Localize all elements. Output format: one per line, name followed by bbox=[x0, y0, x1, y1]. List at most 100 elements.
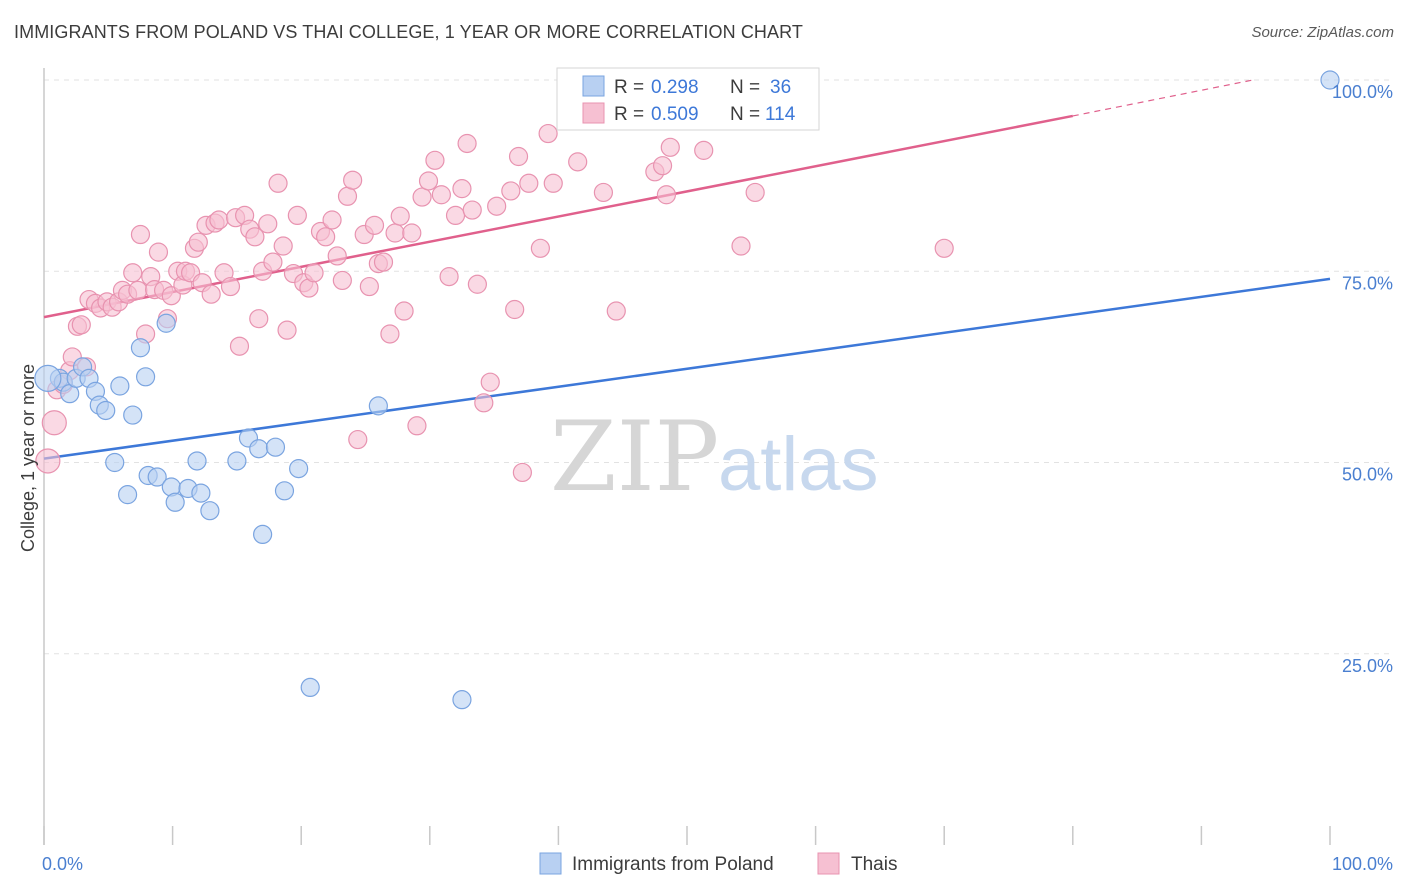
point-poland bbox=[34, 364, 62, 392]
point-thais bbox=[457, 133, 477, 154]
point-thais bbox=[322, 210, 342, 230]
point-thais bbox=[407, 416, 427, 436]
correlation-legend: R = 0.298 N = 36 R = 0.509 N = 114 bbox=[556, 67, 820, 131]
point-thais bbox=[593, 182, 614, 203]
point-thais bbox=[467, 274, 487, 294]
series-legend-label-poland: Immigrants from Poland bbox=[572, 854, 774, 875]
point-thais bbox=[273, 236, 293, 256]
point-thais bbox=[694, 140, 714, 160]
point-thais bbox=[501, 181, 521, 201]
point-thais bbox=[364, 215, 385, 235]
point-poland bbox=[191, 483, 211, 503]
point-thais bbox=[316, 227, 336, 247]
legend-n-label-1: N = bbox=[730, 77, 760, 98]
point-thais bbox=[480, 372, 500, 392]
point-poland bbox=[187, 451, 207, 471]
point-thais bbox=[390, 206, 410, 226]
point-thais bbox=[263, 252, 283, 272]
point-thais bbox=[439, 267, 459, 287]
x-tick-label: 100.0% bbox=[1332, 854, 1393, 874]
point-thais bbox=[538, 123, 558, 144]
point-poland bbox=[135, 367, 156, 387]
legend-r-label-2: R = bbox=[614, 104, 644, 125]
point-poland bbox=[249, 439, 269, 459]
watermark-atlas: atlas bbox=[718, 422, 879, 507]
point-thais bbox=[487, 196, 507, 216]
point-thais bbox=[934, 238, 954, 258]
point-thais bbox=[188, 232, 208, 252]
legend-n-label-2: N = bbox=[730, 104, 760, 125]
point-poland bbox=[265, 437, 286, 457]
series-legend-swatch-thais bbox=[817, 852, 840, 875]
series-legend: Immigrants from Poland Thais bbox=[539, 852, 897, 875]
source-credit: Source: ZipAtlas.com bbox=[1251, 24, 1394, 41]
legend-r-value-1: 0.298 bbox=[651, 77, 699, 98]
point-poland bbox=[227, 451, 247, 471]
point-thais bbox=[287, 205, 307, 226]
point-thais bbox=[508, 146, 529, 167]
point-poland bbox=[147, 467, 167, 487]
point-thais bbox=[445, 205, 466, 226]
legend-swatch-thais bbox=[582, 102, 605, 124]
point-poland bbox=[110, 376, 130, 396]
point-poland bbox=[123, 405, 143, 425]
point-thais bbox=[745, 182, 765, 203]
point-thais bbox=[380, 324, 400, 344]
point-thais bbox=[731, 236, 751, 256]
point-thais bbox=[568, 152, 588, 172]
y-axis-title-group: College, 1 year or more bbox=[18, 364, 38, 552]
point-thais bbox=[530, 238, 550, 258]
y-tick-label: 50.0% bbox=[1342, 465, 1393, 485]
point-thais bbox=[385, 223, 405, 243]
series-legend-swatch-poland bbox=[539, 852, 562, 875]
point-thais bbox=[348, 429, 368, 450]
y-axis-title: College, 1 year or more bbox=[18, 364, 38, 552]
point-thais bbox=[332, 270, 352, 291]
data-points bbox=[34, 70, 1340, 710]
point-thais bbox=[359, 276, 379, 297]
chart-title: IMMIGRANTS FROM POLAND VS THAI COLLEGE, … bbox=[14, 22, 803, 42]
legend-r-label-1: R = bbox=[614, 77, 644, 98]
y-tick-label: 100.0% bbox=[1332, 82, 1393, 102]
point-thais bbox=[258, 214, 278, 234]
point-thais bbox=[519, 173, 539, 193]
grid-lines bbox=[44, 79, 1392, 655]
trend-line-thais bbox=[43, 114, 1074, 319]
legend-swatch-poland bbox=[582, 75, 605, 97]
point-poland bbox=[156, 313, 176, 333]
point-thais bbox=[327, 246, 347, 266]
legend-n-value-1: 36 bbox=[770, 77, 791, 98]
point-thais bbox=[431, 185, 451, 205]
point-thais bbox=[418, 171, 439, 191]
point-poland bbox=[253, 524, 273, 545]
point-thais bbox=[474, 393, 494, 413]
point-thais bbox=[209, 210, 229, 230]
point-thais bbox=[128, 280, 148, 300]
point-thais bbox=[543, 173, 563, 193]
point-thais bbox=[148, 242, 169, 262]
zipatlas-watermark: ZIP atlas bbox=[550, 401, 879, 513]
point-poland bbox=[96, 400, 116, 421]
point-poland bbox=[130, 338, 151, 358]
point-thais bbox=[304, 263, 324, 283]
legend-n-value-2: 114 bbox=[765, 104, 796, 125]
point-poland bbox=[289, 459, 309, 479]
point-thais bbox=[249, 309, 269, 329]
point-thais bbox=[656, 185, 677, 205]
point-thais bbox=[412, 187, 432, 207]
point-thais bbox=[71, 315, 91, 335]
point-thais bbox=[660, 137, 680, 157]
point-thais bbox=[425, 150, 445, 170]
trend-lines bbox=[43, 79, 1331, 460]
point-poland bbox=[452, 690, 472, 710]
point-thais bbox=[277, 320, 297, 340]
point-thais bbox=[130, 224, 151, 245]
point-thais bbox=[268, 173, 288, 193]
point-thais bbox=[337, 186, 358, 206]
point-thais bbox=[220, 276, 241, 297]
point-poland bbox=[274, 481, 295, 501]
point-thais bbox=[606, 301, 626, 321]
point-poland bbox=[200, 501, 220, 521]
point-thais bbox=[41, 410, 67, 436]
